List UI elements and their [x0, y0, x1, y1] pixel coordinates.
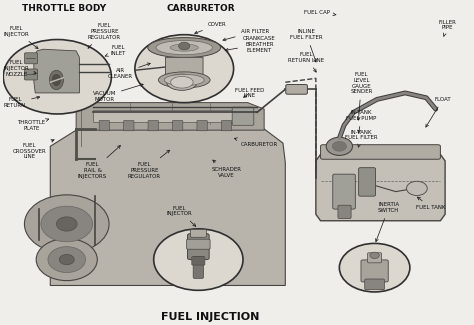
- Text: FUEL TANK: FUEL TANK: [416, 197, 446, 210]
- Text: IN-TANK
FUEL PUMP: IN-TANK FUEL PUMP: [346, 110, 377, 133]
- Polygon shape: [316, 154, 445, 221]
- Text: FUEL
INJECTOR: FUEL INJECTOR: [167, 206, 196, 226]
- FancyBboxPatch shape: [367, 253, 382, 263]
- Text: FUEL CAP: FUEL CAP: [304, 9, 336, 16]
- Circle shape: [179, 42, 190, 50]
- Ellipse shape: [158, 72, 210, 88]
- Text: AIR
CLEANER: AIR CLEANER: [108, 63, 150, 79]
- Text: THROTTLE
PLATE: THROTTLE PLATE: [18, 119, 49, 131]
- FancyBboxPatch shape: [188, 234, 209, 260]
- Text: INERTIA
SWITCH: INERTIA SWITCH: [375, 202, 400, 241]
- FancyBboxPatch shape: [148, 121, 158, 131]
- Circle shape: [3, 40, 111, 114]
- Circle shape: [36, 239, 97, 280]
- Text: CARBURETOR: CARBURETOR: [235, 138, 278, 147]
- Text: COVER: COVER: [195, 22, 227, 34]
- Circle shape: [154, 229, 243, 290]
- Text: FUEL
CROSSOVER
LINE: FUEL CROSSOVER LINE: [12, 140, 54, 160]
- Text: AIR FILTER: AIR FILTER: [223, 29, 269, 41]
- Text: SCHRADER
VALVE: SCHRADER VALVE: [211, 160, 242, 177]
- Polygon shape: [34, 49, 80, 93]
- Circle shape: [56, 217, 77, 231]
- FancyBboxPatch shape: [192, 257, 205, 265]
- FancyBboxPatch shape: [124, 121, 134, 131]
- Circle shape: [41, 206, 92, 242]
- Text: INLINE
FUEL FILTER: INLINE FUEL FILTER: [290, 29, 323, 62]
- Text: FUEL
LEVEL
GAUGE
SENDER: FUEL LEVEL GAUGE SENDER: [350, 72, 373, 120]
- FancyBboxPatch shape: [92, 110, 243, 122]
- Circle shape: [48, 247, 85, 273]
- Text: FUEL
RETURN LINE: FUEL RETURN LINE: [288, 52, 325, 72]
- Text: CARBURETOR: CARBURETOR: [166, 4, 235, 13]
- FancyBboxPatch shape: [286, 84, 307, 94]
- Circle shape: [59, 254, 74, 265]
- FancyBboxPatch shape: [359, 168, 375, 196]
- Polygon shape: [165, 57, 203, 83]
- FancyBboxPatch shape: [193, 256, 203, 278]
- Text: FUEL
RAIL &
INJECTORS: FUEL RAIL & INJECTORS: [78, 146, 120, 179]
- FancyBboxPatch shape: [197, 121, 207, 131]
- Ellipse shape: [170, 44, 198, 51]
- Circle shape: [370, 252, 379, 259]
- Circle shape: [339, 243, 410, 292]
- Circle shape: [326, 137, 353, 155]
- Text: IN-TANK
FUEL FILTER: IN-TANK FUEL FILTER: [345, 130, 378, 147]
- FancyBboxPatch shape: [232, 107, 254, 125]
- Ellipse shape: [148, 38, 221, 58]
- Text: FUEL
INLET: FUEL INLET: [105, 46, 126, 56]
- Text: FLOAT: FLOAT: [426, 97, 451, 127]
- FancyBboxPatch shape: [338, 205, 351, 218]
- FancyBboxPatch shape: [221, 121, 232, 131]
- FancyBboxPatch shape: [361, 260, 388, 282]
- Polygon shape: [76, 103, 264, 130]
- Polygon shape: [50, 124, 285, 285]
- Circle shape: [25, 195, 109, 253]
- Text: FUEL FEED
LINE: FUEL FEED LINE: [236, 87, 265, 98]
- Circle shape: [332, 141, 346, 151]
- FancyBboxPatch shape: [25, 69, 37, 80]
- Text: FUEL
INJECTOR
NOZZLE: FUEL INJECTOR NOZZLE: [4, 60, 36, 77]
- Circle shape: [135, 35, 234, 103]
- Circle shape: [407, 181, 427, 196]
- Ellipse shape: [164, 74, 204, 86]
- Ellipse shape: [156, 41, 212, 55]
- FancyBboxPatch shape: [173, 121, 183, 131]
- FancyBboxPatch shape: [320, 145, 440, 159]
- FancyBboxPatch shape: [333, 174, 356, 209]
- Ellipse shape: [171, 76, 193, 88]
- Ellipse shape: [49, 70, 64, 90]
- Ellipse shape: [167, 74, 197, 90]
- Text: THROTTLE BODY: THROTTLE BODY: [22, 4, 107, 13]
- Text: FUEL
RETURN: FUEL RETURN: [4, 96, 40, 108]
- FancyBboxPatch shape: [187, 239, 210, 249]
- Text: FUEL
PRESSURE
REGULATOR: FUEL PRESSURE REGULATOR: [128, 150, 170, 179]
- Text: CRANKCASE
BREATHER
ELEMENT: CRANKCASE BREATHER ELEMENT: [226, 36, 276, 53]
- FancyBboxPatch shape: [25, 53, 37, 64]
- Text: FUEL INJECTION: FUEL INJECTION: [161, 312, 259, 322]
- Text: FUEL
INJECTOR: FUEL INJECTOR: [4, 26, 38, 49]
- Ellipse shape: [52, 74, 61, 86]
- Text: FUEL
PRESSURE
REGULATOR: FUEL PRESSURE REGULATOR: [88, 23, 121, 48]
- FancyBboxPatch shape: [99, 121, 109, 131]
- FancyBboxPatch shape: [191, 229, 206, 237]
- FancyBboxPatch shape: [365, 279, 384, 290]
- Text: FILLER
PIPE: FILLER PIPE: [438, 20, 456, 36]
- Text: VACUUM
MOTOR: VACUUM MOTOR: [92, 84, 143, 101]
